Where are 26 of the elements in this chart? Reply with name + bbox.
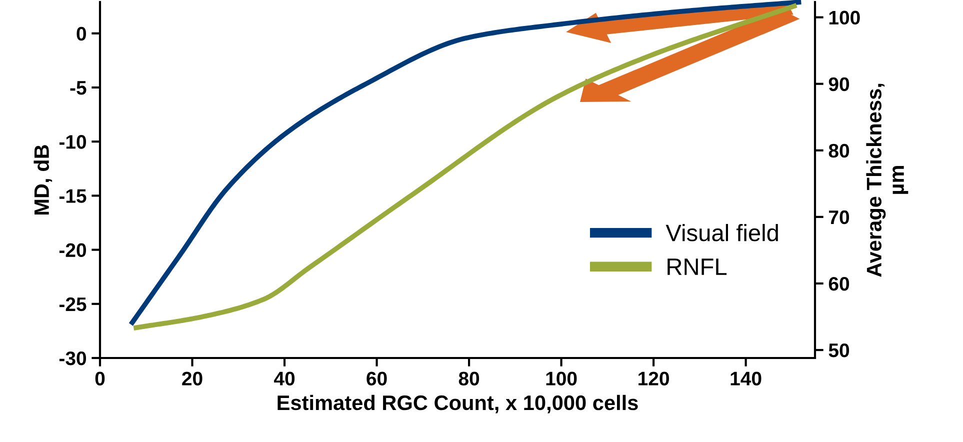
x-tick-label: 40 — [274, 372, 295, 386]
y-tick-label: -5 — [70, 81, 86, 95]
x-tick-label: 120 — [638, 372, 669, 386]
y-tick-label: -20 — [59, 243, 86, 258]
y-tick-label: -25 — [59, 297, 86, 312]
y-tick-label: -10 — [59, 135, 86, 149]
y2-axis-title: Average Thickness, µm — [866, 84, 908, 277]
y2-tick-label: 90 — [828, 77, 850, 92]
y-tick-label: -15 — [59, 189, 86, 203]
y-tick-label: -30 — [59, 351, 86, 366]
x-tick-label: 100 — [546, 372, 577, 386]
legend-label: Visual field — [666, 224, 778, 242]
legend-label: RNFL — [668, 258, 727, 275]
y2-tick-label: 70 — [829, 210, 850, 224]
y2-tick-label: 60 — [828, 276, 850, 291]
y2-tick-label: 50 — [828, 343, 850, 358]
x-tick-label: 0 — [95, 372, 105, 386]
y2-tick-label: 100 — [829, 10, 860, 25]
x-tick-label: 140 — [730, 372, 762, 386]
y-tick-label: 0 — [76, 26, 86, 41]
x-axis-title: Estimated RGC Count, x 10,000 cells — [278, 394, 638, 414]
x-tick-label: 80 — [458, 372, 480, 386]
x-tick-label: 20 — [182, 372, 202, 386]
y2-tick-label: 80 — [828, 144, 850, 158]
y-axis-title: MD, dB — [34, 145, 52, 214]
x-tick-label: 60 — [366, 372, 387, 386]
